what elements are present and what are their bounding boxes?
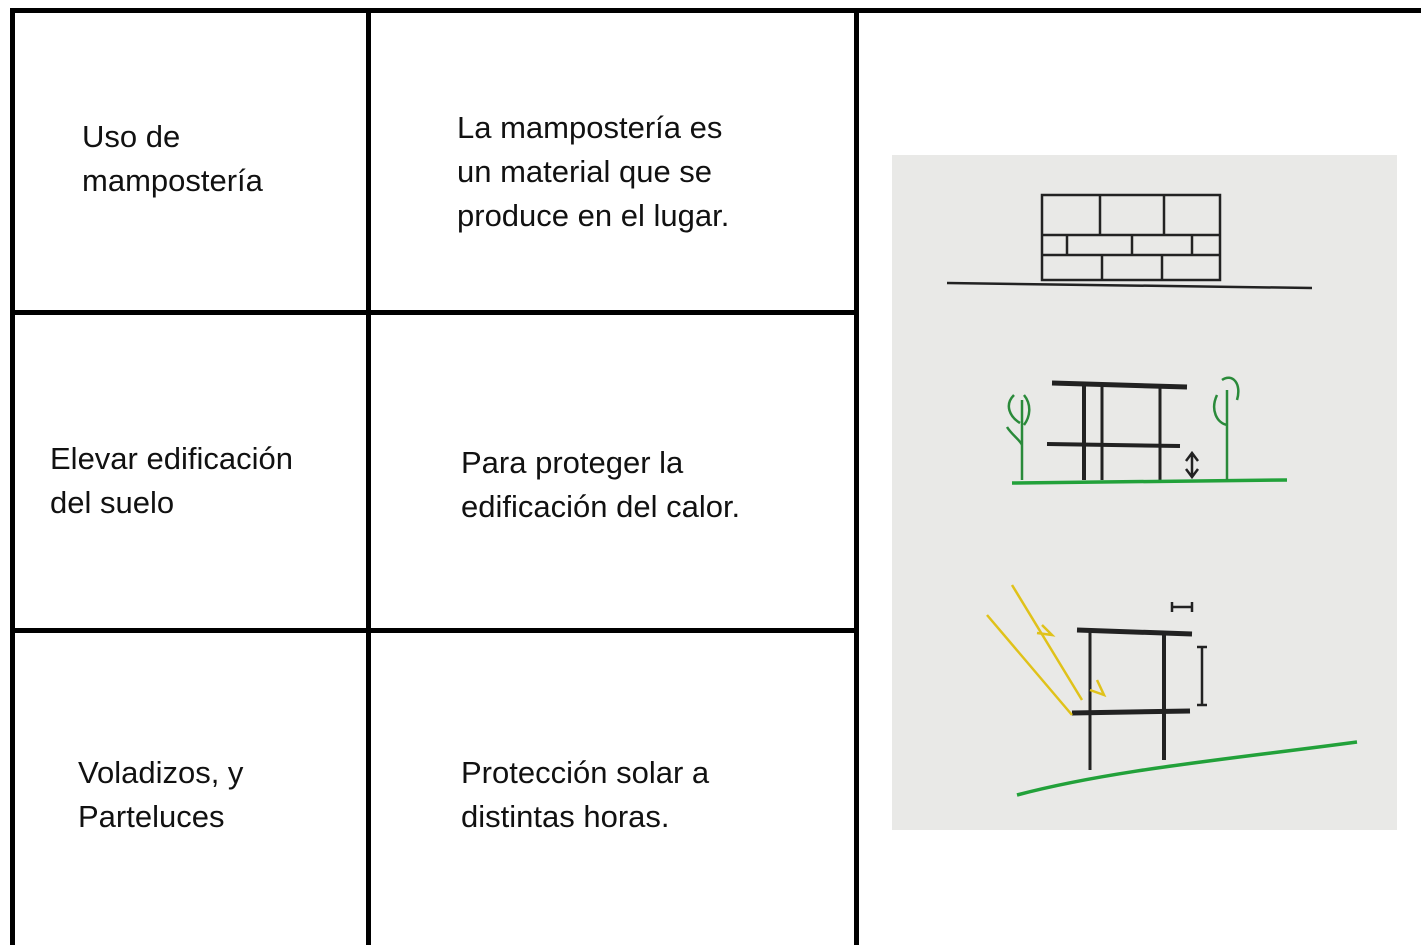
border-top — [10, 8, 1421, 13]
text-line: La mampostería es — [457, 110, 723, 145]
column-divider — [854, 8, 859, 945]
description-cell: Para proteger la edificación del calor. — [461, 441, 740, 529]
description-cell: La mampostería es un material que se produ… — [457, 106, 729, 238]
text-line: del suelo — [50, 485, 175, 520]
text-line: un material que se — [457, 154, 713, 189]
text-line: Voladizos, y — [78, 755, 244, 790]
text-line: distintas horas. — [461, 799, 670, 834]
text-line: Uso de — [82, 119, 181, 154]
text-line: produce en el lugar. — [457, 198, 730, 233]
column-divider — [366, 8, 371, 945]
strategy-cell: Uso de mampostería — [82, 115, 263, 203]
row-divider — [10, 310, 858, 315]
sketch-image — [892, 155, 1397, 830]
border-left — [10, 8, 15, 945]
text-line: edificación del calor. — [461, 489, 741, 524]
row-divider — [10, 628, 858, 633]
description-cell: Protección solar a distintas horas. — [461, 751, 709, 839]
strategy-cell: Elevar edificación del suelo — [50, 437, 293, 525]
text-line: Para proteger la — [461, 445, 684, 480]
text-line: mampostería — [82, 163, 263, 198]
text-line: Parteluces — [78, 799, 225, 834]
text-line: Protección solar a — [461, 755, 710, 790]
strategy-cell: Voladizos, y Parteluces — [78, 751, 243, 839]
text-line: Elevar edificación — [50, 441, 293, 476]
